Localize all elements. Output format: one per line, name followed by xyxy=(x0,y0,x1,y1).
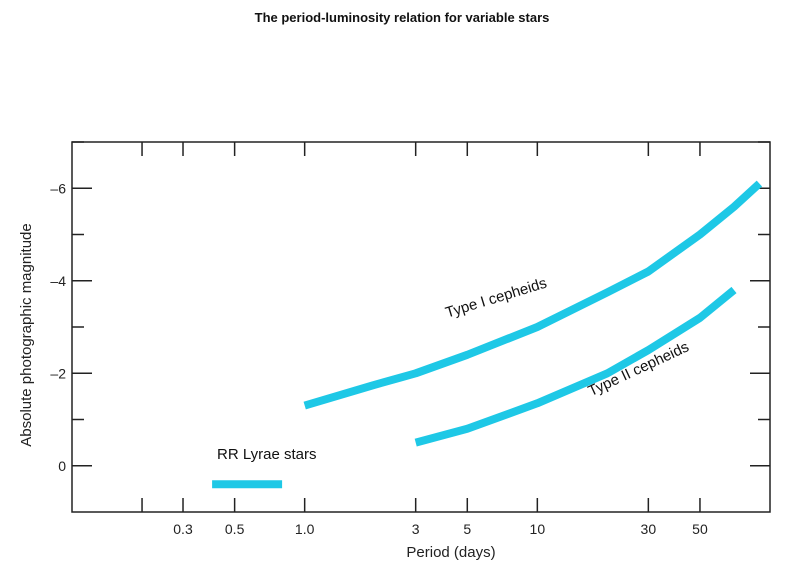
y-tick-label: –2 xyxy=(50,365,66,381)
x-tick-label: 10 xyxy=(530,521,546,537)
series-type-i-cepheids xyxy=(303,180,763,410)
y-tick-label: –6 xyxy=(50,180,66,196)
x-tick-label: 5 xyxy=(463,521,471,537)
x-tick-label: 1.0 xyxy=(295,521,315,537)
x-tick-label: 3 xyxy=(412,521,420,537)
series-type-i-cepheids-label: Type I cepheids xyxy=(443,275,548,322)
y-tick-label: –4 xyxy=(50,273,66,289)
x-tick-label: 0.3 xyxy=(173,521,193,537)
chart-title: The period-luminosity relation for varia… xyxy=(254,10,550,25)
y-tick-label: 0 xyxy=(58,458,66,474)
series-rr-lyrae-label: RR Lyrae stars xyxy=(217,446,316,463)
series-lines xyxy=(212,180,763,489)
series-type-ii-cepheids xyxy=(414,286,737,447)
series-type-ii-cepheids-label: Type II cepheids xyxy=(585,338,691,400)
axis-ticks xyxy=(72,141,770,512)
x-tick-label: 0.5 xyxy=(225,521,245,537)
y-axis-label: Absolute photographic magnitude xyxy=(18,223,35,447)
x-tick-label: 50 xyxy=(692,521,708,537)
x-tick-label: 30 xyxy=(641,521,657,537)
axis-tick-labels: 0.3 0.5 1.0 3 5 10 30 50 –6 –4 –2 0 xyxy=(50,180,708,537)
x-axis-label: Period (days) xyxy=(406,544,495,561)
plot-frame xyxy=(71,141,771,513)
